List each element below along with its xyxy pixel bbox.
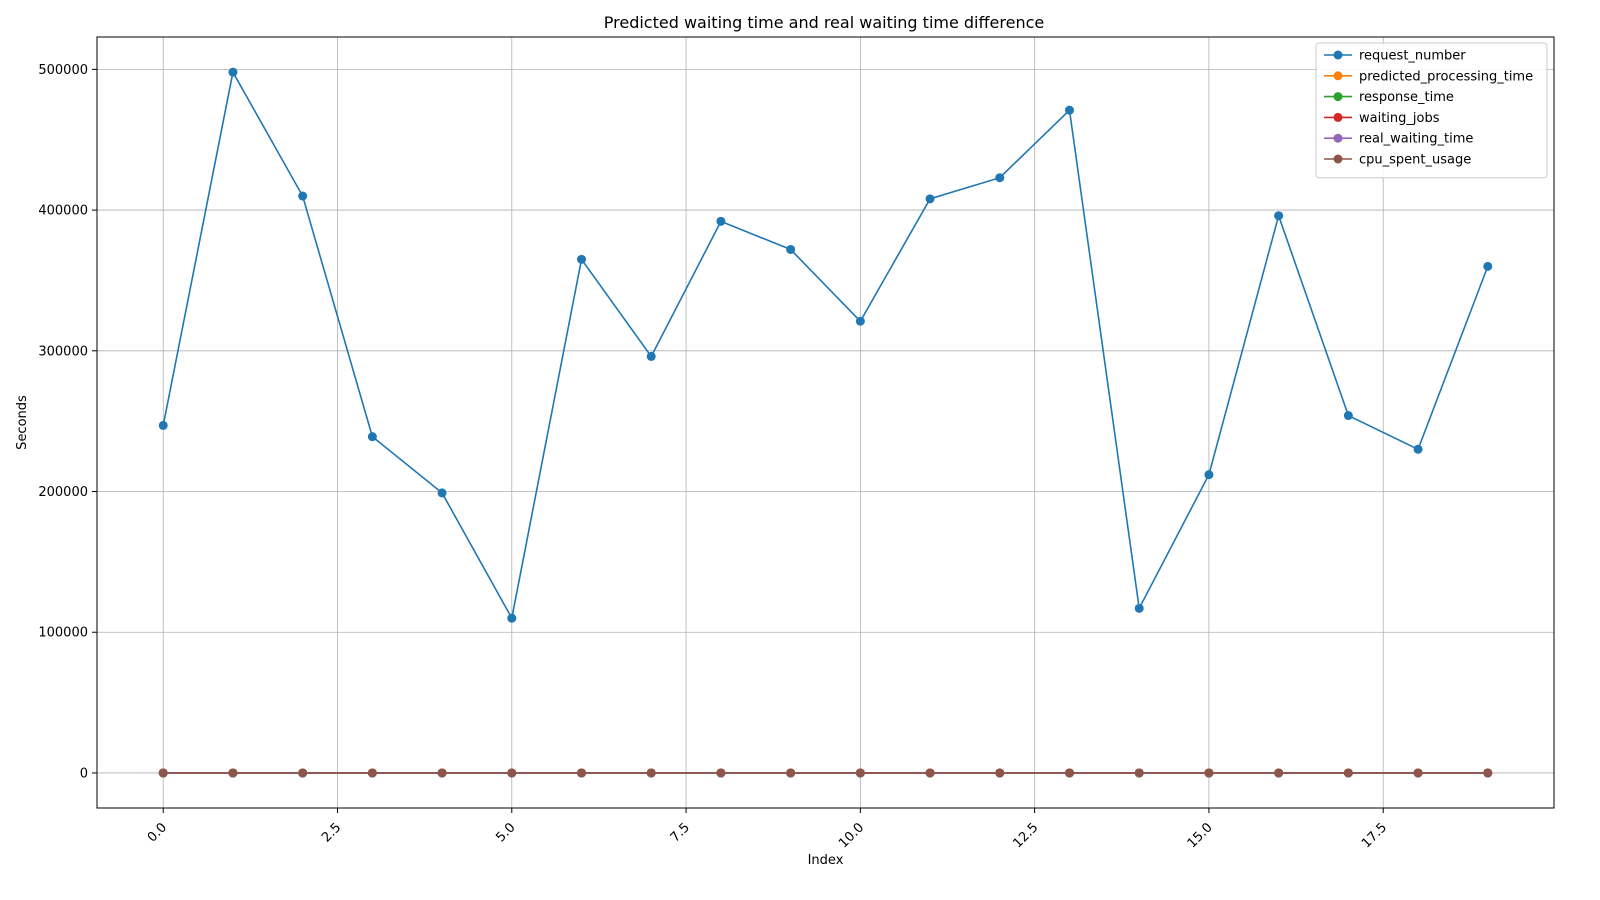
data-point bbox=[1134, 768, 1144, 778]
legend-item: response_time bbox=[1324, 90, 1454, 105]
legend-marker bbox=[1333, 154, 1343, 164]
legend-marker bbox=[1333, 133, 1343, 143]
legend-item: cpu_spent_usage bbox=[1324, 153, 1471, 168]
data-point bbox=[1134, 603, 1144, 613]
data-point bbox=[1274, 211, 1284, 221]
data-point bbox=[646, 768, 656, 778]
data-point bbox=[646, 351, 656, 361]
y-tick-label: 400000 bbox=[38, 204, 88, 219]
data-point bbox=[367, 768, 377, 778]
data-point bbox=[855, 768, 865, 778]
data-point bbox=[1343, 768, 1353, 778]
legend-label: predicted_processing_time bbox=[1359, 69, 1533, 84]
legend-item: waiting_jobs bbox=[1324, 111, 1440, 126]
data-point bbox=[1413, 444, 1423, 454]
series-layer bbox=[158, 67, 1493, 778]
x-tick-label: 7.5 bbox=[668, 820, 693, 845]
y-axis-label: Seconds bbox=[15, 395, 30, 450]
x-tick-label: 2.5 bbox=[319, 820, 344, 845]
chart-title: Predicted waiting time and real waiting … bbox=[604, 13, 1044, 32]
data-point bbox=[298, 768, 308, 778]
legend-item: request_number bbox=[1324, 49, 1466, 64]
x-tick-label: 5.0 bbox=[493, 820, 518, 845]
data-point bbox=[367, 432, 377, 442]
data-point bbox=[855, 316, 865, 326]
data-point bbox=[577, 254, 587, 264]
data-point bbox=[228, 768, 238, 778]
series-line bbox=[162, 69, 1489, 621]
data-point bbox=[158, 420, 168, 430]
legend-item: predicted_processing_time bbox=[1324, 69, 1533, 84]
data-point bbox=[925, 768, 935, 778]
grid bbox=[97, 37, 1554, 808]
legend-marker bbox=[1333, 112, 1343, 122]
data-point bbox=[786, 244, 796, 254]
legend-marker bbox=[1333, 50, 1343, 60]
data-point bbox=[577, 768, 587, 778]
legend-label: cpu_spent_usage bbox=[1359, 153, 1471, 168]
data-point bbox=[995, 173, 1005, 183]
data-point bbox=[298, 191, 308, 201]
legend: request_number predicted_processing_timer… bbox=[1315, 42, 1548, 179]
data-point bbox=[1064, 105, 1074, 115]
data-point bbox=[507, 613, 517, 623]
data-point bbox=[1483, 261, 1493, 271]
legend-box bbox=[1315, 42, 1548, 179]
data-point bbox=[1064, 768, 1074, 778]
legend-label: real_waiting_time bbox=[1359, 132, 1473, 147]
data-point bbox=[1413, 768, 1423, 778]
legend-label: waiting_jobs bbox=[1359, 111, 1440, 126]
legend-marker bbox=[1333, 71, 1343, 81]
data-point bbox=[437, 768, 447, 778]
y-tick-label: 200000 bbox=[38, 485, 88, 500]
legend-item: real_waiting_time bbox=[1324, 132, 1473, 147]
data-point bbox=[158, 768, 168, 778]
data-point bbox=[995, 768, 1005, 778]
data-point bbox=[1204, 470, 1214, 480]
x-axis-label: Index bbox=[808, 853, 844, 868]
legend-label: response_time bbox=[1359, 90, 1454, 105]
data-point bbox=[716, 216, 726, 226]
series-cpu_spent_usage bbox=[158, 768, 1493, 778]
ticks: 0.0 2.5 5.0 7.5 10.0 12.5 15.0 17.5 0 100000 20000… bbox=[38, 63, 1390, 851]
data-point bbox=[1274, 768, 1284, 778]
plot-frame bbox=[96, 36, 1555, 809]
y-tick-label: 0 bbox=[80, 766, 88, 781]
legend-label: request_number bbox=[1359, 49, 1466, 64]
legend-marker bbox=[1333, 92, 1343, 102]
data-point bbox=[716, 768, 726, 778]
x-tick-label: 0.0 bbox=[145, 820, 170, 845]
data-point bbox=[925, 194, 935, 204]
data-point bbox=[786, 768, 796, 778]
data-point bbox=[228, 67, 238, 77]
series-request_number bbox=[158, 67, 1493, 623]
y-tick-label: 300000 bbox=[38, 344, 88, 359]
x-tick-label: 12.5 bbox=[1010, 820, 1041, 851]
data-point bbox=[1343, 411, 1353, 421]
x-tick-label: 15.0 bbox=[1185, 820, 1216, 851]
y-tick-label: 100000 bbox=[38, 626, 88, 641]
y-tick-label: 500000 bbox=[38, 63, 88, 78]
x-tick-label: 10.0 bbox=[836, 820, 867, 851]
data-point bbox=[1483, 768, 1493, 778]
data-point bbox=[437, 488, 447, 498]
data-point bbox=[1204, 768, 1214, 778]
x-tick-label: 17.5 bbox=[1359, 820, 1390, 851]
data-point bbox=[507, 768, 517, 778]
